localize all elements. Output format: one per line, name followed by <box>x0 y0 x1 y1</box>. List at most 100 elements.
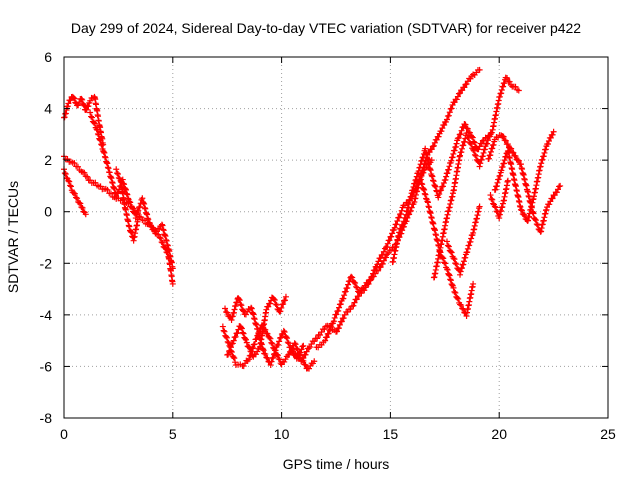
data-point <box>383 243 390 250</box>
data-point <box>291 340 298 347</box>
data-point <box>67 97 74 104</box>
data-point <box>450 255 457 262</box>
data-point <box>399 221 406 228</box>
data-point <box>161 244 168 251</box>
data-point <box>344 284 351 291</box>
data-point <box>65 177 72 184</box>
y-tick-label: -6 <box>40 358 53 374</box>
data-point <box>262 351 269 358</box>
data-point <box>497 172 504 179</box>
data-point <box>432 183 439 190</box>
data-point <box>242 335 249 342</box>
data-point <box>336 321 343 328</box>
data-point <box>325 330 332 337</box>
data-point <box>280 327 287 334</box>
data-point <box>238 325 245 332</box>
data-point <box>430 177 437 184</box>
data-point <box>283 334 290 341</box>
data-point <box>341 292 348 299</box>
data-point <box>374 261 381 268</box>
data-point <box>371 267 378 274</box>
data-point <box>254 348 261 355</box>
data-point <box>394 217 401 224</box>
data-point <box>226 347 233 354</box>
data-point <box>238 302 245 309</box>
data-point <box>418 180 425 187</box>
data-point <box>493 183 500 190</box>
data-point <box>447 277 454 284</box>
data-point <box>547 134 554 141</box>
y-tick-label: 2 <box>44 152 52 168</box>
data-point <box>455 295 462 302</box>
data-point <box>457 268 464 275</box>
data-point <box>302 361 309 368</box>
data-point <box>95 131 102 138</box>
data-point <box>443 238 450 245</box>
data-point <box>457 271 464 278</box>
data-point <box>126 223 133 230</box>
data-point <box>439 125 446 132</box>
data-point <box>66 178 73 185</box>
data-point <box>305 345 312 352</box>
data-point <box>321 326 328 333</box>
x-axis-label: GPS time / hours <box>283 456 390 472</box>
data-point <box>246 344 253 351</box>
data-point <box>93 126 100 133</box>
x-tick-label: 0 <box>60 426 68 442</box>
data-point <box>445 271 452 278</box>
data-point <box>506 78 513 85</box>
data-point <box>484 140 491 147</box>
x-tick-label: 25 <box>600 426 616 442</box>
data-point <box>127 228 134 235</box>
data-point <box>141 217 148 224</box>
data-point <box>478 156 485 163</box>
data-point <box>458 145 465 152</box>
data-point <box>333 311 340 318</box>
data-point <box>270 296 277 303</box>
data-point <box>135 207 142 214</box>
data-point <box>430 178 437 185</box>
data-point <box>491 203 498 210</box>
data-point <box>499 204 506 211</box>
data-point <box>419 181 426 188</box>
data-point <box>545 141 552 148</box>
data-point <box>349 274 356 281</box>
data-point <box>223 334 230 341</box>
data-point <box>289 346 296 353</box>
data-point <box>340 315 347 322</box>
data-point <box>347 306 354 313</box>
data-point <box>420 186 427 193</box>
data-point <box>267 300 274 307</box>
data-point <box>277 334 284 341</box>
y-tick-label: -4 <box>40 307 53 323</box>
data-point <box>418 172 425 179</box>
data-point <box>389 230 396 237</box>
data-point <box>348 273 355 280</box>
data-point <box>421 186 428 193</box>
y-tick-label: -8 <box>40 410 53 426</box>
data-point <box>282 293 289 300</box>
data-point <box>557 182 564 189</box>
data-point <box>298 358 305 365</box>
data-point <box>488 129 495 136</box>
data-point <box>353 296 360 303</box>
data-point <box>458 265 465 272</box>
data-point <box>421 190 428 197</box>
data-point <box>79 96 86 103</box>
data-point <box>435 194 442 201</box>
data-point <box>418 157 425 164</box>
data-point <box>515 87 522 94</box>
data-point <box>276 338 283 345</box>
data-point <box>85 103 92 110</box>
data-point <box>94 127 101 134</box>
data-point <box>517 206 524 213</box>
data-point <box>489 145 496 152</box>
data-point <box>224 338 231 345</box>
data-point <box>333 328 340 335</box>
data-point <box>452 289 459 296</box>
data-point <box>541 149 548 156</box>
data-point <box>457 131 464 138</box>
data-point <box>500 133 507 140</box>
